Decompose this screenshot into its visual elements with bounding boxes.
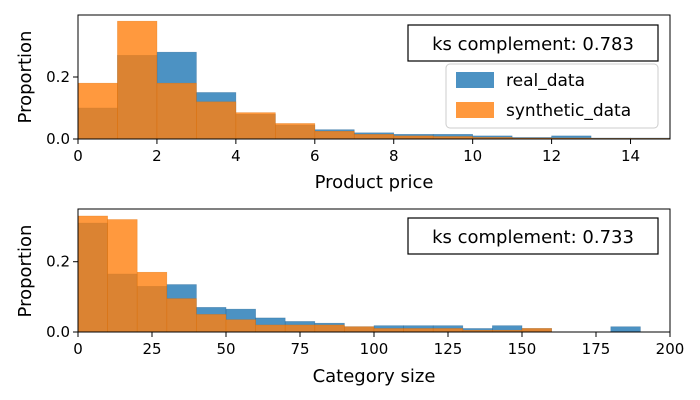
category-ylabel: Proportion	[15, 225, 36, 318]
category-synthetic-bar	[225, 319, 256, 333]
category-xtick-label: 125	[434, 340, 463, 358]
legend-synthetic-label: synthetic_data	[506, 101, 631, 121]
price-ytick-label: 0.0	[46, 130, 70, 148]
legend-frame	[445, 63, 659, 129]
price-synthetic-bar	[156, 82, 197, 140]
price-ytick-label: 0.2	[46, 68, 70, 86]
price-ticks	[73, 76, 632, 144]
category-synthetic-bar	[107, 219, 138, 333]
price-synthetic-bar	[77, 82, 118, 140]
category-ytick-label: 0.0	[46, 323, 70, 341]
price-xtick-label: 4	[231, 147, 241, 165]
panel-price: 0 2 4 6 8 10 12 14 0.0 0.2 Product price…	[15, 14, 671, 193]
price-xtick-label: 0	[73, 147, 83, 165]
legend-real-label: real_data	[506, 71, 585, 91]
price-xtick-label: 2	[152, 147, 162, 165]
price-xtick-label: 12	[542, 147, 561, 165]
category-xtick-label: 50	[216, 340, 235, 358]
price-xlabel: Product price	[315, 172, 434, 193]
category-synthetic-bar	[344, 326, 375, 333]
category-synthetic-bar	[196, 314, 227, 333]
legend-real-swatch	[456, 72, 494, 88]
category-xtick-label: 25	[142, 340, 161, 358]
category-ks-annotation: ks complement: 0.733	[432, 227, 634, 248]
category-xtick-label: 175	[582, 340, 611, 358]
price-synthetic-bar	[353, 134, 395, 140]
category-xtick-label: 150	[508, 340, 537, 358]
category-xtick-label: 200	[656, 340, 685, 358]
price-xtick-label: 8	[389, 147, 399, 165]
category-synthetic-bar	[136, 271, 168, 333]
price-xtick-label: 6	[310, 147, 320, 165]
category-synthetic-bar	[166, 298, 197, 333]
category-synthetic-bar	[432, 328, 464, 333]
price-synthetic-bar	[117, 20, 158, 140]
price-ylabel: Proportion	[15, 31, 36, 124]
category-xtick-label: 100	[360, 340, 389, 358]
price-synthetic-bar	[235, 112, 276, 140]
price-xtick-label: 14	[621, 147, 640, 165]
legend-synthetic-swatch	[456, 102, 494, 118]
price-xtick-label: 10	[463, 147, 482, 165]
category-ticks	[73, 261, 671, 337]
category-synthetic-bar	[521, 328, 552, 333]
category-real-bar	[610, 326, 641, 333]
category-synthetic-bar	[314, 324, 345, 333]
category-ytick-label: 0.2	[46, 253, 70, 271]
category-synthetic-bar	[403, 328, 434, 333]
category-histogram-bars	[77, 215, 641, 333]
category-xlabel: Category size	[313, 366, 436, 387]
category-synthetic-bar	[284, 324, 316, 333]
category-synthetic-bar	[255, 324, 286, 333]
price-synthetic-bar	[196, 101, 237, 140]
category-ks-box	[407, 217, 659, 255]
price-synthetic-bar	[314, 130, 355, 140]
category-xtick-label: 0	[73, 340, 83, 358]
legend: real_data synthetic_data	[445, 63, 659, 129]
category-xtick-label: 75	[290, 340, 309, 358]
price-synthetic-bar	[275, 123, 316, 140]
panel-category: 0 25 50 75 100 125 150 175 200 0.0 0.2 C…	[15, 208, 685, 387]
category-synthetic-bar	[77, 215, 108, 333]
category-synthetic-bar	[373, 328, 404, 333]
price-ks-annotation: ks complement: 0.783	[432, 34, 634, 55]
price-ks-box	[407, 24, 659, 62]
